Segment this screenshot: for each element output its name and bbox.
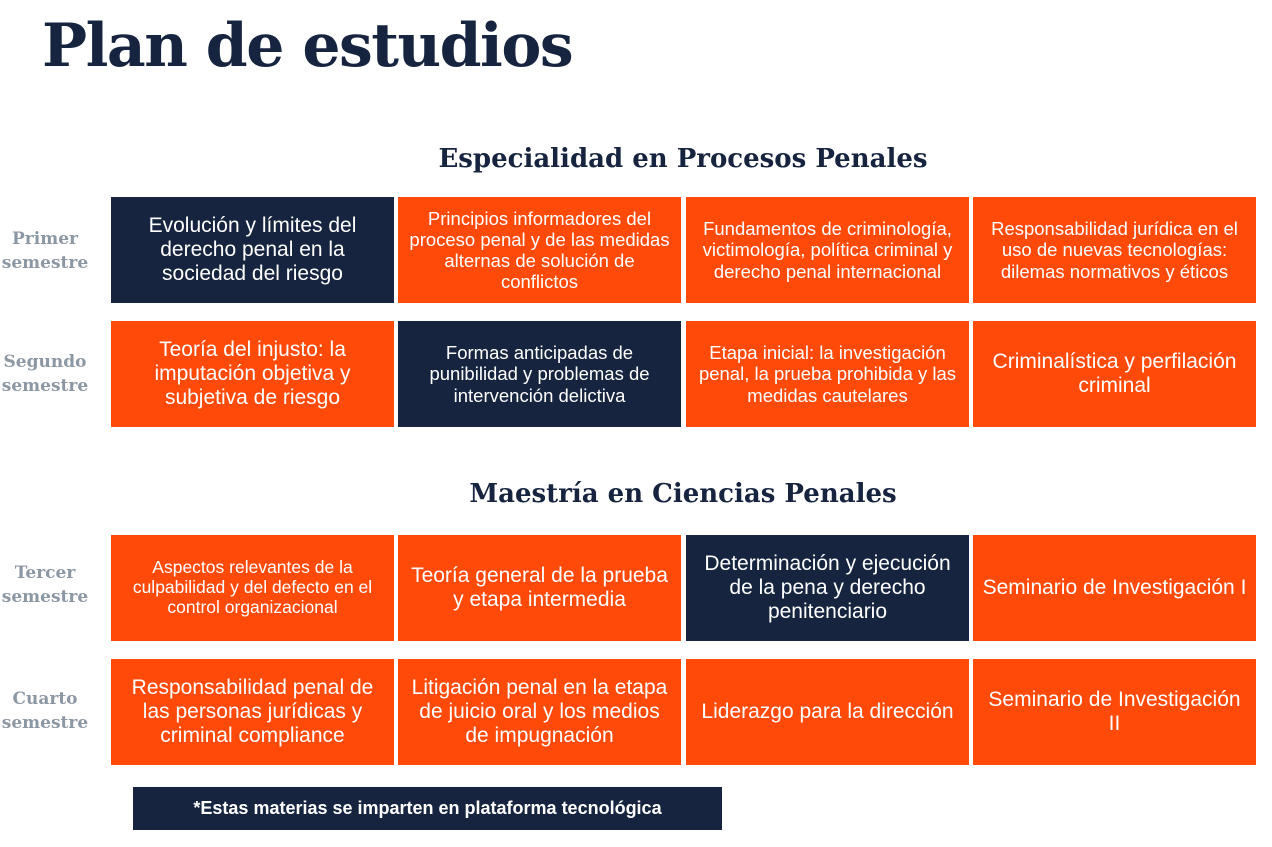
course-cell: Responsabilidad penal de las personas ju…: [111, 659, 394, 765]
course-row-tercer-semestre: Aspectos relevantes de la culpabilidad y…: [111, 535, 1256, 641]
course-cell: Aspectos relevantes de la culpabilidad y…: [111, 535, 394, 641]
semester-label-line1: Primer: [12, 229, 78, 249]
semester-label-tercer: Tercer semestre: [0, 561, 90, 609]
footer-note: *Estas materias se imparten en plataform…: [133, 787, 722, 830]
semester-label-line2: semestre: [1, 587, 89, 607]
course-cell: Criminalística y perfilación criminal: [973, 321, 1256, 427]
course-row-cuarto-semestre: Responsabilidad penal de las personas ju…: [111, 659, 1256, 765]
course-cell: Teoría general de la prueba y etapa inte…: [398, 535, 681, 641]
semester-label-cuarto: Cuarto semestre: [0, 687, 90, 735]
semester-label-line2: semestre: [1, 376, 89, 396]
semester-label-line1: Segundo: [3, 352, 87, 372]
course-cell: Fundamentos de criminología, victimologí…: [686, 197, 969, 303]
semester-label-line2: semestre: [1, 253, 89, 273]
page-title: Plan de estudios: [42, 11, 574, 81]
course-cell: Evolución y límites del derecho penal en…: [111, 197, 394, 303]
course-cell: Formas anticipadas de punibilidad y prob…: [398, 321, 681, 427]
course-cell: Seminario de Investigación I: [973, 535, 1256, 641]
semester-label-primer: Primer semestre: [0, 227, 90, 275]
course-cell: Teoría del injusto: la imputación objeti…: [111, 321, 394, 427]
semester-label-line2: semestre: [1, 713, 89, 733]
semester-label-segundo: Segundo semestre: [0, 350, 90, 398]
section-title-maestria: Maestría en Ciencias Penales: [469, 479, 897, 509]
course-cell: Principios informadores del proceso pena…: [398, 197, 681, 303]
course-cell: Litigación penal en la etapa de juicio o…: [398, 659, 681, 765]
semester-label-line1: Tercer: [14, 563, 76, 583]
semester-label-line1: Cuarto: [12, 689, 78, 709]
course-cell: Determinación y ejecución de la pena y d…: [686, 535, 969, 641]
course-cell: Responsabilidad jurídica en el uso de nu…: [973, 197, 1256, 303]
course-cell: Liderazgo para la dirección: [686, 659, 969, 765]
course-cell: Seminario de Investigación II: [973, 659, 1256, 765]
section-title-especialidad: Especialidad en Procesos Penales: [438, 144, 928, 174]
course-row-segundo-semestre: Teoría del injusto: la imputación objeti…: [111, 321, 1256, 427]
course-row-primer-semestre: Evolución y límites del derecho penal en…: [111, 197, 1256, 303]
course-cell: Etapa inicial: la investigación penal, l…: [686, 321, 969, 427]
